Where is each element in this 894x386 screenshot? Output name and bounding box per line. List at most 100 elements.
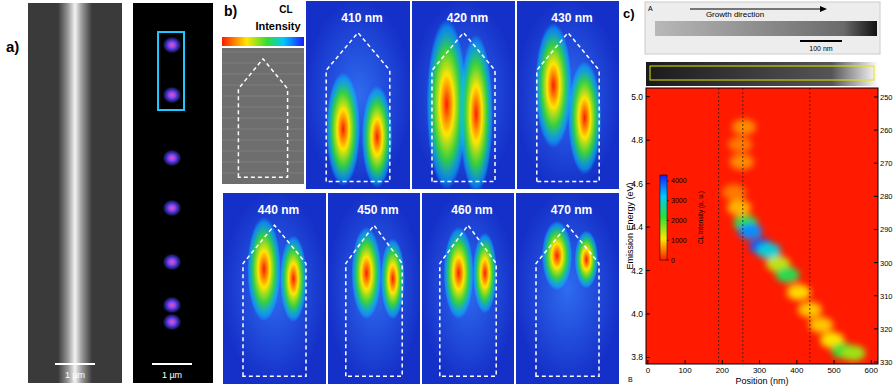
cell	[732, 119, 756, 135]
profile-box	[650, 66, 874, 80]
cl-spot	[459, 34, 493, 190]
colorbar-tick-label: 0	[671, 257, 675, 264]
texture	[222, 63, 304, 64]
x-tick	[722, 360, 723, 364]
x-tick-label: 500	[827, 366, 841, 375]
outline	[238, 59, 287, 177]
axis-title: Emission Energy (eV)	[625, 182, 635, 269]
y-tick-label: 4.0	[631, 309, 643, 319]
highlight-box	[158, 32, 184, 110]
y2-tick	[874, 163, 878, 164]
texture	[222, 173, 304, 174]
tile-border	[517, 1, 620, 190]
colorbar-tick	[667, 200, 669, 201]
y2-tick	[874, 96, 878, 97]
reference-line	[718, 88, 719, 364]
x-tick-label: 200	[716, 366, 730, 375]
y2-tick-label: 260	[880, 126, 893, 135]
map-background	[515, 192, 620, 385]
colorbar	[660, 175, 667, 260]
cl-spot	[326, 72, 360, 186]
wavelength-label: 420 nm	[447, 11, 488, 25]
cl-spot	[162, 36, 182, 54]
colorbar-title: CL Intensity (a. u.)	[697, 191, 705, 244]
tile-border	[223, 193, 327, 385]
tile-border	[306, 1, 411, 190]
outline	[536, 225, 599, 376]
y2-tick-label: 310	[880, 292, 893, 301]
panel-b: b)CLIntensity410 nm420 nm430 nm440 nm450…	[222, 0, 620, 385]
cl-spot	[162, 86, 182, 104]
arrow-head	[820, 6, 827, 12]
cl-image	[133, 3, 213, 383]
reference-line	[809, 88, 810, 364]
colorbar-tick	[667, 220, 669, 221]
cl-spot	[473, 233, 497, 314]
cl-spot	[162, 253, 182, 271]
y2-tick-label: 290	[880, 225, 893, 234]
outline	[432, 33, 495, 182]
cl-spot	[351, 227, 381, 320]
map-background	[421, 192, 515, 385]
cl-map	[516, 0, 620, 190]
scale-bar-label: 1 µm	[65, 370, 85, 380]
colorbar-tick-label: 1000	[671, 237, 687, 244]
x-tick-label: 400	[790, 366, 804, 375]
cl-spot	[575, 231, 599, 289]
wavelength-label: 460 nm	[451, 203, 492, 217]
texture	[222, 162, 304, 163]
y-tick	[646, 140, 650, 141]
texture	[222, 85, 304, 86]
cl-spot	[162, 313, 182, 331]
x-tick	[834, 360, 835, 364]
texture	[222, 107, 304, 108]
colorbar-tick-label: 3000	[671, 197, 687, 204]
cl-map	[515, 192, 620, 385]
sem-image	[28, 3, 122, 383]
cl-map	[222, 192, 327, 385]
cl-spot	[568, 61, 601, 175]
x-tick-label: 600	[865, 366, 879, 375]
tile-border	[422, 193, 515, 385]
y-tick	[646, 96, 650, 97]
x-tick-label: 0	[646, 366, 651, 375]
map-background	[305, 0, 411, 190]
cl-spot	[444, 227, 474, 320]
y-tick	[646, 314, 650, 315]
y-tick	[646, 270, 650, 271]
tem-image	[645, 2, 880, 54]
colorbar-tick-label: 4000	[671, 177, 687, 184]
cell	[730, 154, 754, 170]
x-tick	[871, 360, 872, 364]
inset-label: A	[648, 5, 653, 12]
map-background	[327, 192, 421, 385]
axis-title: Position (nm)	[735, 376, 788, 386]
colorbar	[222, 37, 304, 46]
scale-bar	[800, 40, 842, 42]
cl-spot	[162, 199, 182, 217]
cl-spot	[535, 23, 572, 148]
colorbar-tick	[667, 240, 669, 241]
cl-spot	[247, 217, 281, 321]
y2-tick	[874, 362, 878, 363]
cl-map	[327, 192, 421, 385]
cell	[776, 267, 800, 283]
panel-label: a)	[6, 38, 19, 55]
plot-frame	[646, 88, 878, 364]
colorbar-tick	[667, 260, 669, 261]
scale-bar-label: 100 nm	[809, 45, 833, 52]
colorbar-title: CL	[279, 4, 292, 15]
y2-tick-label: 250	[880, 93, 893, 102]
outline	[440, 225, 496, 376]
x-tick	[796, 360, 797, 364]
colorbar-tick-label: 2000	[671, 217, 687, 224]
y2-tick	[874, 328, 878, 329]
y2-tick	[874, 130, 878, 131]
y2-tick-label: 300	[880, 259, 893, 268]
scale-bar-label: 1 µm	[162, 370, 182, 380]
wavelength-label: 430 nm	[551, 11, 592, 25]
y2-tick-label: 320	[880, 325, 893, 334]
cell	[728, 137, 752, 153]
nanowire	[58, 3, 92, 383]
colorbar-title: Intensity	[255, 20, 301, 32]
